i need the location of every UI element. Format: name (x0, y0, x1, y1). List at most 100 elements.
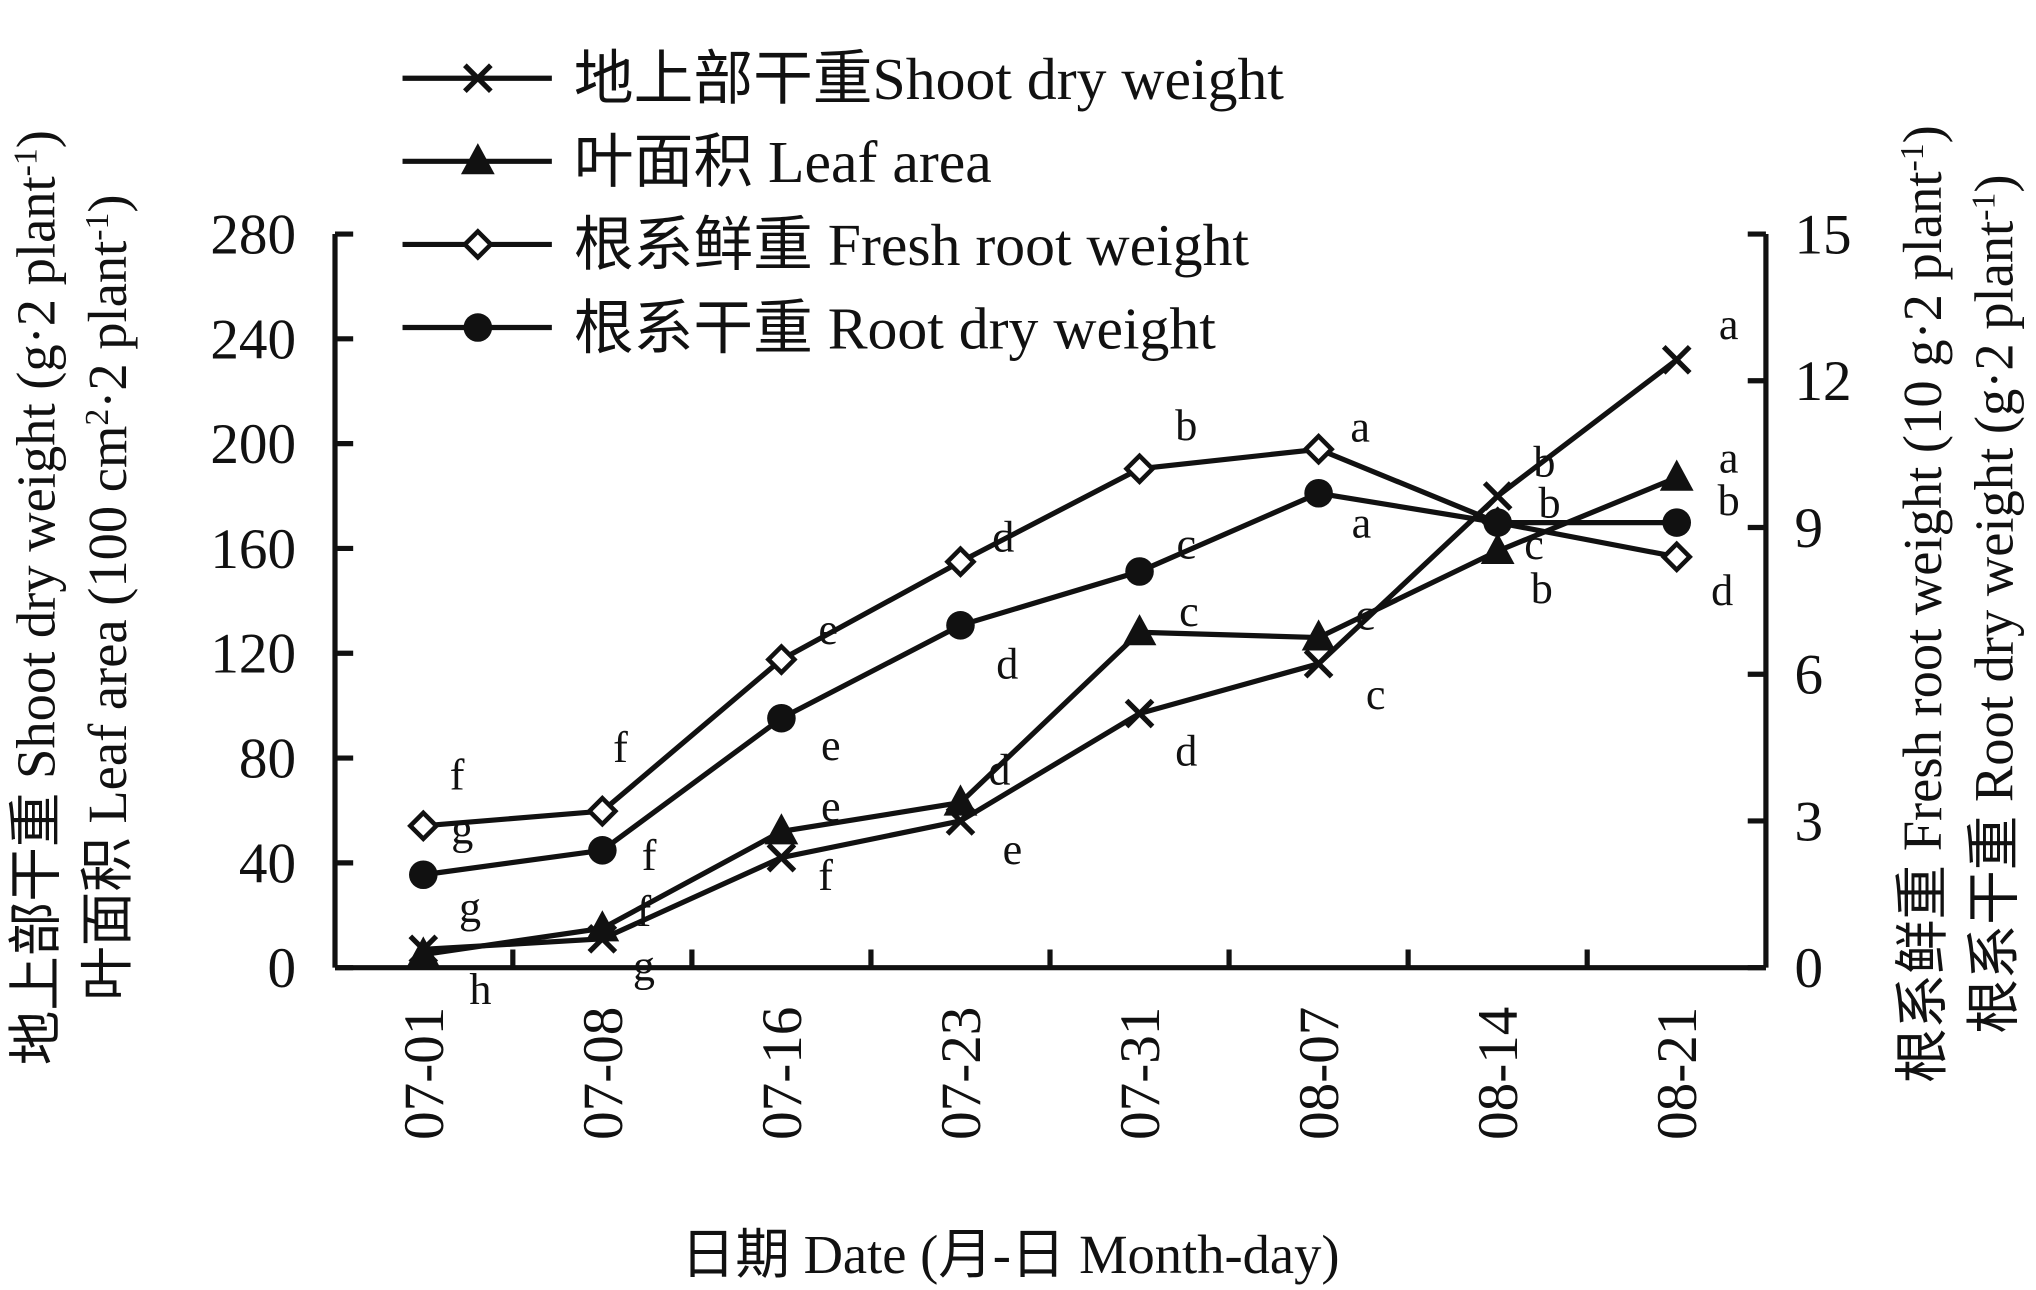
x-tick-label: 08-21 (1646, 1007, 1709, 1140)
x-tick-label: 07-23 (930, 1007, 993, 1140)
triangle-marker (1301, 619, 1336, 651)
y-right-tick-label: 9 (1794, 497, 1823, 560)
significance-letter: f (642, 831, 657, 880)
y-left-title-shoot: 地上部干重 Shoot dry weight (g·2 plant-1) (6, 130, 67, 1065)
x-tick-label: 08-14 (1467, 1007, 1530, 1140)
diamond-marker (461, 228, 495, 261)
significance-letter: b (1531, 564, 1553, 613)
significance-letter: e (821, 782, 841, 831)
y-right-title-root-dry: 根系干重 Root dry weight (g·2 plant-1) (1964, 174, 2025, 1033)
significance-letter: f (450, 750, 465, 799)
significance-letter: g (451, 805, 473, 854)
x-marker (1124, 698, 1155, 729)
legend-label: 根系干重 Root dry weight (574, 295, 1216, 361)
diamond-marker (407, 809, 440, 843)
circle-marker (1125, 557, 1154, 586)
triangle-marker (406, 936, 441, 968)
legend: 地上部干重Shoot dry weight 叶面积 Leaf area 根系鲜重 F… (402, 46, 1284, 361)
y-right-tick-label: 6 (1794, 644, 1823, 707)
significance-letter: b (1533, 438, 1555, 487)
significance-letter: a (1352, 498, 1372, 547)
series-line (422, 475, 1678, 958)
x-marker (1482, 481, 1513, 511)
significance-letter: b (1175, 401, 1197, 450)
significance-letter: e (1003, 825, 1023, 874)
significance-letter: g (459, 883, 481, 932)
y-left-tick-label: 120 (210, 623, 296, 686)
y-left-tick-label: 0 (267, 937, 296, 1000)
x-tick-label: 08-07 (1288, 1007, 1351, 1140)
significance-letter: d (1175, 726, 1197, 775)
series-line (423, 446, 1678, 829)
circle-marker (1662, 508, 1691, 537)
triangle-marker (1480, 532, 1515, 565)
significance-letter: g (633, 941, 655, 990)
y-left-tick-label: 160 (210, 518, 296, 581)
diamond-marker (944, 545, 977, 578)
y-right-tick-label: 12 (1794, 350, 1851, 413)
triangle-marker (943, 784, 978, 816)
diamond-marker (1302, 433, 1335, 466)
circle-marker (1483, 508, 1512, 537)
significance-letter: b (1718, 476, 1740, 525)
x-marker (766, 842, 797, 873)
triangle-marker (1122, 614, 1157, 646)
y-left-tick-label: 200 (210, 413, 296, 476)
diamond-marker (765, 643, 798, 676)
triangle-marker (1659, 459, 1694, 491)
significance-letter: a (1719, 434, 1739, 483)
diamond-marker (1123, 452, 1156, 485)
triangle-marker (460, 143, 495, 175)
circle-marker (463, 313, 493, 342)
x-axis-title: 日期 Date (月-日 Month-day) (681, 1224, 1340, 1285)
y-right-tick-label: 3 (1794, 790, 1823, 853)
x-tick-label: 07-08 (572, 1007, 635, 1140)
circle-marker (588, 836, 617, 865)
significance-letter: d (1711, 566, 1733, 615)
diamond-marker (586, 794, 619, 828)
axes: 0 40 80 120 160 200 240 280 0 3 6 9 12 15 07-01 07-08 07… (6, 125, 2025, 1140)
y-right-title-fresh-root: 根系鲜重 Fresh root weight (10 g·2 plant-1) (1892, 125, 1953, 1083)
y-right-tick-label: 15 (1794, 204, 1851, 267)
x-marker (463, 63, 493, 94)
significance-letter: d (988, 745, 1010, 794)
circle-marker (767, 703, 796, 733)
y-right-tick-label: 0 (1794, 937, 1823, 1000)
significance-letter: d (996, 640, 1018, 689)
y-left-tick-label: 80 (239, 728, 296, 791)
x-marker (1661, 344, 1692, 375)
significance-letter: e (821, 721, 841, 770)
series-line (423, 357, 1679, 952)
y-left-title-leaf: 叶面积 Leaf area (100 cm2·2 plant-1) (77, 194, 138, 1000)
legend-label: 地上部干重Shoot dry weight (574, 46, 1284, 112)
x-marker (1303, 648, 1334, 679)
significance-letter: f (613, 723, 628, 772)
legend-label: 叶面积 Leaf area (574, 129, 992, 195)
significance-letter: h (469, 965, 491, 1014)
x-tick-label: 07-16 (751, 1007, 814, 1140)
significance-letter: a (1719, 300, 1739, 349)
significance-letter: a (1350, 402, 1370, 451)
circle-marker (409, 860, 438, 890)
significance-letter: f (818, 851, 833, 900)
significance-letter: c (1179, 587, 1199, 636)
y-left-tick-label: 240 (210, 308, 296, 371)
legend-label: 根系鲜重 Fresh root weight (574, 212, 1250, 278)
circle-marker (1304, 478, 1333, 508)
triangle-marker (585, 910, 620, 942)
y-left-tick-label: 280 (210, 204, 296, 267)
significance-letter: d (992, 512, 1014, 561)
significance-letter: f (637, 887, 652, 936)
triangle-marker (764, 813, 799, 845)
significance-letter: b (1539, 478, 1561, 527)
significance-letter: c (1356, 591, 1376, 640)
significance-letter: e (818, 605, 838, 654)
x-tick-label: 07-31 (1109, 1007, 1172, 1140)
circle-marker (946, 611, 975, 640)
significance-letter: c (1176, 520, 1196, 569)
